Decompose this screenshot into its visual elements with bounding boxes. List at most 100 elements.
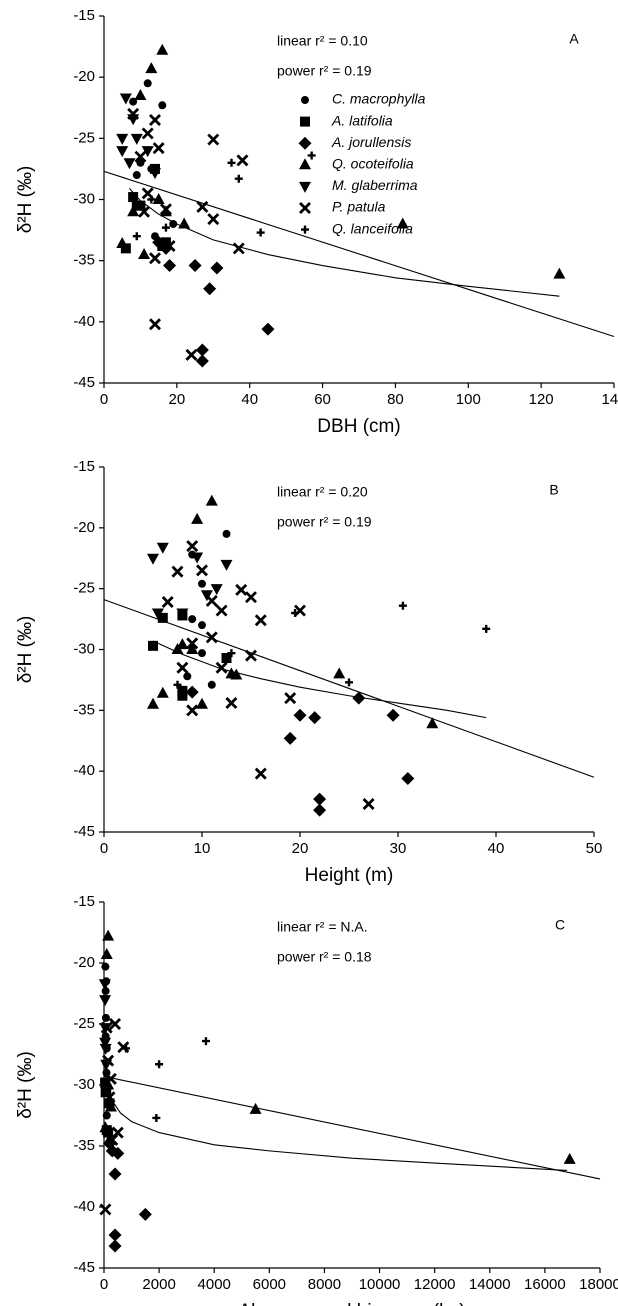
x-tick-label: 40 (241, 391, 258, 408)
point (173, 680, 182, 689)
point (236, 154, 249, 167)
point (230, 668, 243, 680)
point (143, 79, 152, 88)
point (106, 1133, 119, 1146)
legend-marker (301, 96, 309, 104)
point (152, 193, 165, 204)
point (186, 643, 199, 654)
point (102, 1054, 115, 1067)
x-tick-label: 60 (314, 391, 331, 408)
annotation: power r² = 0.19 (277, 514, 372, 530)
y-tick-label: -20 (73, 519, 95, 536)
point (134, 150, 147, 163)
point (313, 792, 327, 806)
x-tick-label: 14000 (469, 1276, 511, 1293)
point (135, 200, 146, 211)
y-tick-label: -25 (73, 580, 95, 597)
point (195, 354, 209, 368)
point (345, 678, 353, 687)
point (122, 1044, 131, 1053)
point (127, 114, 140, 126)
x-axis-label: Aboveground biomass (kg) (238, 1301, 465, 1306)
point (396, 217, 409, 229)
point (101, 987, 110, 996)
point (308, 711, 322, 725)
point (100, 947, 113, 959)
point (196, 200, 209, 213)
point (156, 43, 169, 55)
y-tick-label: -35 (73, 701, 95, 718)
point (235, 583, 248, 596)
x-tick-label: 2000 (142, 1276, 175, 1293)
fit-line (103, 170, 615, 338)
y-axis-label: δ²H (‰) (15, 166, 36, 234)
legend-label: A. jorullensis (331, 134, 411, 150)
x-tick-label: 0 (100, 1276, 108, 1293)
point (152, 235, 166, 249)
x-tick-label: 140 (601, 391, 618, 408)
point (169, 219, 178, 228)
point (362, 798, 375, 811)
annotation: linear r² = 0.20 (277, 484, 368, 500)
point (163, 259, 177, 273)
point (158, 101, 167, 110)
point (198, 579, 206, 588)
point (191, 552, 204, 564)
point (116, 146, 129, 158)
x-tick-label: 8000 (308, 1276, 341, 1293)
point (116, 133, 129, 145)
point (130, 133, 143, 145)
point (254, 614, 267, 627)
point (198, 649, 206, 658)
point (99, 995, 112, 1007)
point (132, 171, 141, 180)
point (99, 1037, 112, 1049)
y-tick-label: -45 (73, 823, 95, 840)
point (152, 142, 165, 155)
point (563, 1152, 576, 1164)
y-tick-label: -20 (73, 954, 95, 971)
x-tick-label: 120 (529, 391, 554, 408)
point (171, 565, 184, 578)
point (111, 1146, 125, 1160)
point (101, 1013, 110, 1022)
x-axis-label: Height (m) (305, 865, 394, 886)
point (191, 512, 204, 524)
point (232, 242, 245, 255)
point (99, 1121, 112, 1133)
panel: -45 -40 -35 -30 -25 -20 -15 0 2000 4000 6000 8000 10… (15, 893, 618, 1306)
point (177, 685, 188, 696)
point (207, 680, 216, 689)
point (149, 318, 161, 331)
point (198, 621, 206, 630)
legend-marker (300, 116, 310, 127)
annotation: linear r² = 0.10 (277, 33, 368, 49)
point (201, 1037, 210, 1046)
x-tick-label: 0 (100, 840, 108, 857)
x-tick-label: 16000 (524, 1276, 566, 1293)
legend-label: C. macrophylla (332, 91, 426, 107)
point (249, 1102, 262, 1114)
y-tick-label: -25 (73, 129, 95, 146)
annotation: power r² = 0.19 (277, 63, 372, 79)
point (127, 107, 140, 120)
y-tick-label: -40 (73, 762, 95, 779)
point (222, 529, 231, 538)
point (426, 717, 439, 729)
point (220, 559, 233, 571)
point (156, 542, 169, 554)
x-tick-label: 0 (100, 391, 108, 408)
y-tick-label: -40 (73, 313, 95, 330)
point (185, 348, 198, 361)
point (157, 612, 168, 623)
y-tick-label: -15 (73, 458, 95, 475)
point (108, 1167, 122, 1181)
point (103, 1091, 116, 1104)
point (261, 322, 275, 336)
panel-label: C (555, 917, 565, 933)
point (401, 771, 415, 785)
x-tick-label: 12000 (414, 1276, 456, 1293)
point (176, 638, 189, 650)
x-tick-label: 10 (194, 840, 211, 857)
legend-label: A. latifolia (331, 112, 393, 128)
